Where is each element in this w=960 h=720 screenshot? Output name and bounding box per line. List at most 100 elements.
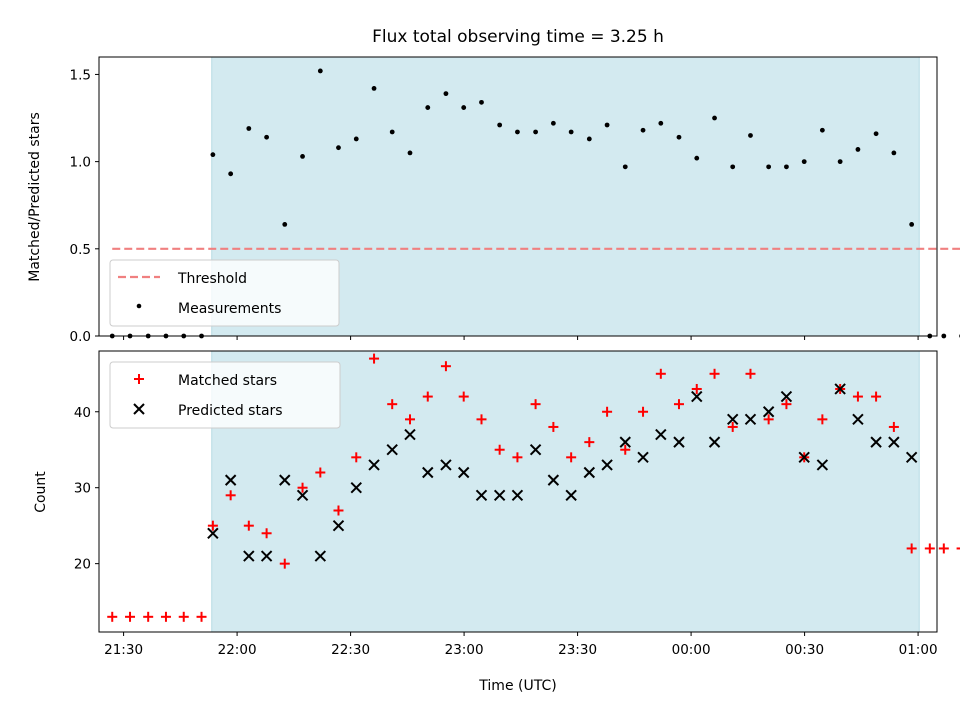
y-tick-label: 1.5 bbox=[70, 67, 91, 83]
predicted-marker-b bbox=[744, 413, 757, 426]
predicted-marker-b bbox=[279, 474, 291, 486]
predicted-marker-b bbox=[296, 489, 309, 502]
predicted-marker-b bbox=[440, 459, 452, 471]
predicted-marker-b bbox=[243, 550, 255, 562]
top-x-ticks bbox=[123, 336, 919, 340]
predicted-star-marker bbox=[350, 481, 362, 494]
matched-star-marker bbox=[763, 414, 774, 425]
measurement-legend-label: Measurements bbox=[178, 301, 281, 317]
matched-star-marker bbox=[938, 543, 949, 554]
predicted-marker-b bbox=[798, 451, 810, 464]
predicted-marker-b bbox=[816, 459, 829, 471]
measurement-point bbox=[300, 153, 305, 159]
predicted-star-marker bbox=[816, 459, 829, 471]
matched-star-marker bbox=[404, 414, 415, 425]
matched-star-marker bbox=[351, 452, 362, 463]
matched-star-marker bbox=[655, 368, 666, 379]
x-tick-label: 01:00 bbox=[899, 642, 938, 658]
matched-star-marker bbox=[440, 361, 451, 372]
matched-star-marker bbox=[638, 406, 649, 417]
predicted-marker-b bbox=[547, 474, 560, 486]
predicted-marker-b bbox=[314, 550, 327, 562]
matched-star-marker bbox=[207, 520, 218, 531]
predicted-star-marker bbox=[511, 489, 524, 502]
y-tick-label: 1.0 bbox=[70, 155, 91, 171]
predicted-marker-b bbox=[726, 413, 739, 426]
predicted-star-marker bbox=[565, 489, 577, 502]
measurement-point bbox=[336, 145, 341, 151]
matched-star-marker bbox=[315, 467, 326, 478]
measurement-point bbox=[264, 134, 269, 140]
measurement-point bbox=[748, 133, 753, 138]
predicted-star-marker bbox=[834, 383, 846, 395]
predicted-star-marker bbox=[798, 451, 810, 464]
predicted-star-marker bbox=[905, 451, 918, 464]
x-tick-label: 22:30 bbox=[331, 642, 370, 658]
predicted-marker-b bbox=[888, 436, 900, 448]
matched-legend-label: Matched stars bbox=[178, 373, 277, 389]
bottom-panel: 20 30 40 21:30 22:00 22:30 23:00 23:30 00:00 00:… bbox=[33, 350, 960, 694]
predicted-star-marker bbox=[529, 444, 542, 456]
measurement-point bbox=[550, 120, 556, 126]
predicted-marker-b bbox=[619, 436, 631, 448]
predicted-marker-b bbox=[350, 481, 362, 494]
measurement-point bbox=[533, 129, 538, 135]
predicted-star-marker bbox=[547, 474, 560, 486]
predicted-star-marker bbox=[637, 451, 649, 464]
predicted-legend-label: Predicted stars bbox=[178, 403, 283, 419]
predicted-star-marker bbox=[744, 413, 757, 426]
measurement-point bbox=[497, 122, 503, 128]
x-tick-label: 21:30 bbox=[104, 642, 143, 658]
predicted-star-marker bbox=[404, 428, 416, 441]
predicted-marker-b bbox=[583, 466, 596, 479]
matched-star-marker bbox=[261, 528, 272, 539]
predicted-marker-b bbox=[762, 406, 775, 418]
matched-star-markers bbox=[107, 353, 960, 622]
predicted-marker-b bbox=[601, 459, 613, 471]
matched-star-marker bbox=[225, 490, 236, 501]
measurement-point bbox=[909, 222, 915, 227]
predicted-star-marker bbox=[583, 466, 596, 479]
predicted-star-marker bbox=[708, 436, 721, 448]
matched-star-marker bbox=[781, 399, 792, 410]
predicted-marker-b bbox=[780, 390, 793, 403]
matched-star-marker bbox=[673, 399, 684, 410]
matched-star-marker bbox=[243, 520, 254, 531]
matched-star-marker bbox=[458, 391, 469, 402]
predicted-star-marker bbox=[422, 466, 434, 479]
matched-star-marker bbox=[566, 452, 577, 463]
matched-star-marker bbox=[691, 383, 702, 394]
matched-star-marker bbox=[871, 391, 882, 402]
matched-star-marker bbox=[584, 437, 595, 448]
matched-star-marker bbox=[727, 421, 738, 432]
top-y-axis-label: Matched/Predicted stars bbox=[27, 112, 43, 282]
predicted-marker-b bbox=[422, 466, 434, 479]
matched-star-marker bbox=[906, 543, 917, 554]
measurement-point bbox=[604, 122, 610, 128]
measurement-point bbox=[941, 333, 947, 339]
predicted-marker-b bbox=[637, 451, 649, 464]
threshold-legend-label: Threshold bbox=[177, 271, 247, 287]
measurement-point bbox=[479, 99, 484, 105]
measurement-point bbox=[515, 129, 520, 135]
top-panel: 0.0 0.5 1.0 1.5 Matched/Predicted stars Thr… bbox=[27, 56, 960, 345]
matched-star-marker bbox=[279, 558, 290, 569]
predicted-marker-b bbox=[404, 428, 416, 441]
matched-star-marker bbox=[709, 368, 720, 379]
predicted-star-marker bbox=[870, 436, 882, 448]
predicted-star-marker bbox=[655, 428, 667, 441]
predicted-star-marker bbox=[207, 527, 219, 539]
measurement-point bbox=[694, 155, 700, 161]
measurement-point bbox=[730, 164, 736, 170]
measurement-point bbox=[586, 136, 592, 142]
matched-star-marker bbox=[196, 611, 207, 622]
y-tick-label: 0.5 bbox=[70, 242, 91, 258]
matched-star-marker bbox=[888, 421, 899, 432]
measurement-point bbox=[317, 68, 323, 74]
measurement-point bbox=[282, 222, 288, 227]
matched-star-marker bbox=[602, 406, 613, 417]
matched-star-marker bbox=[620, 444, 631, 455]
predicted-marker-b bbox=[260, 550, 273, 562]
matched-star-marker bbox=[143, 611, 154, 622]
